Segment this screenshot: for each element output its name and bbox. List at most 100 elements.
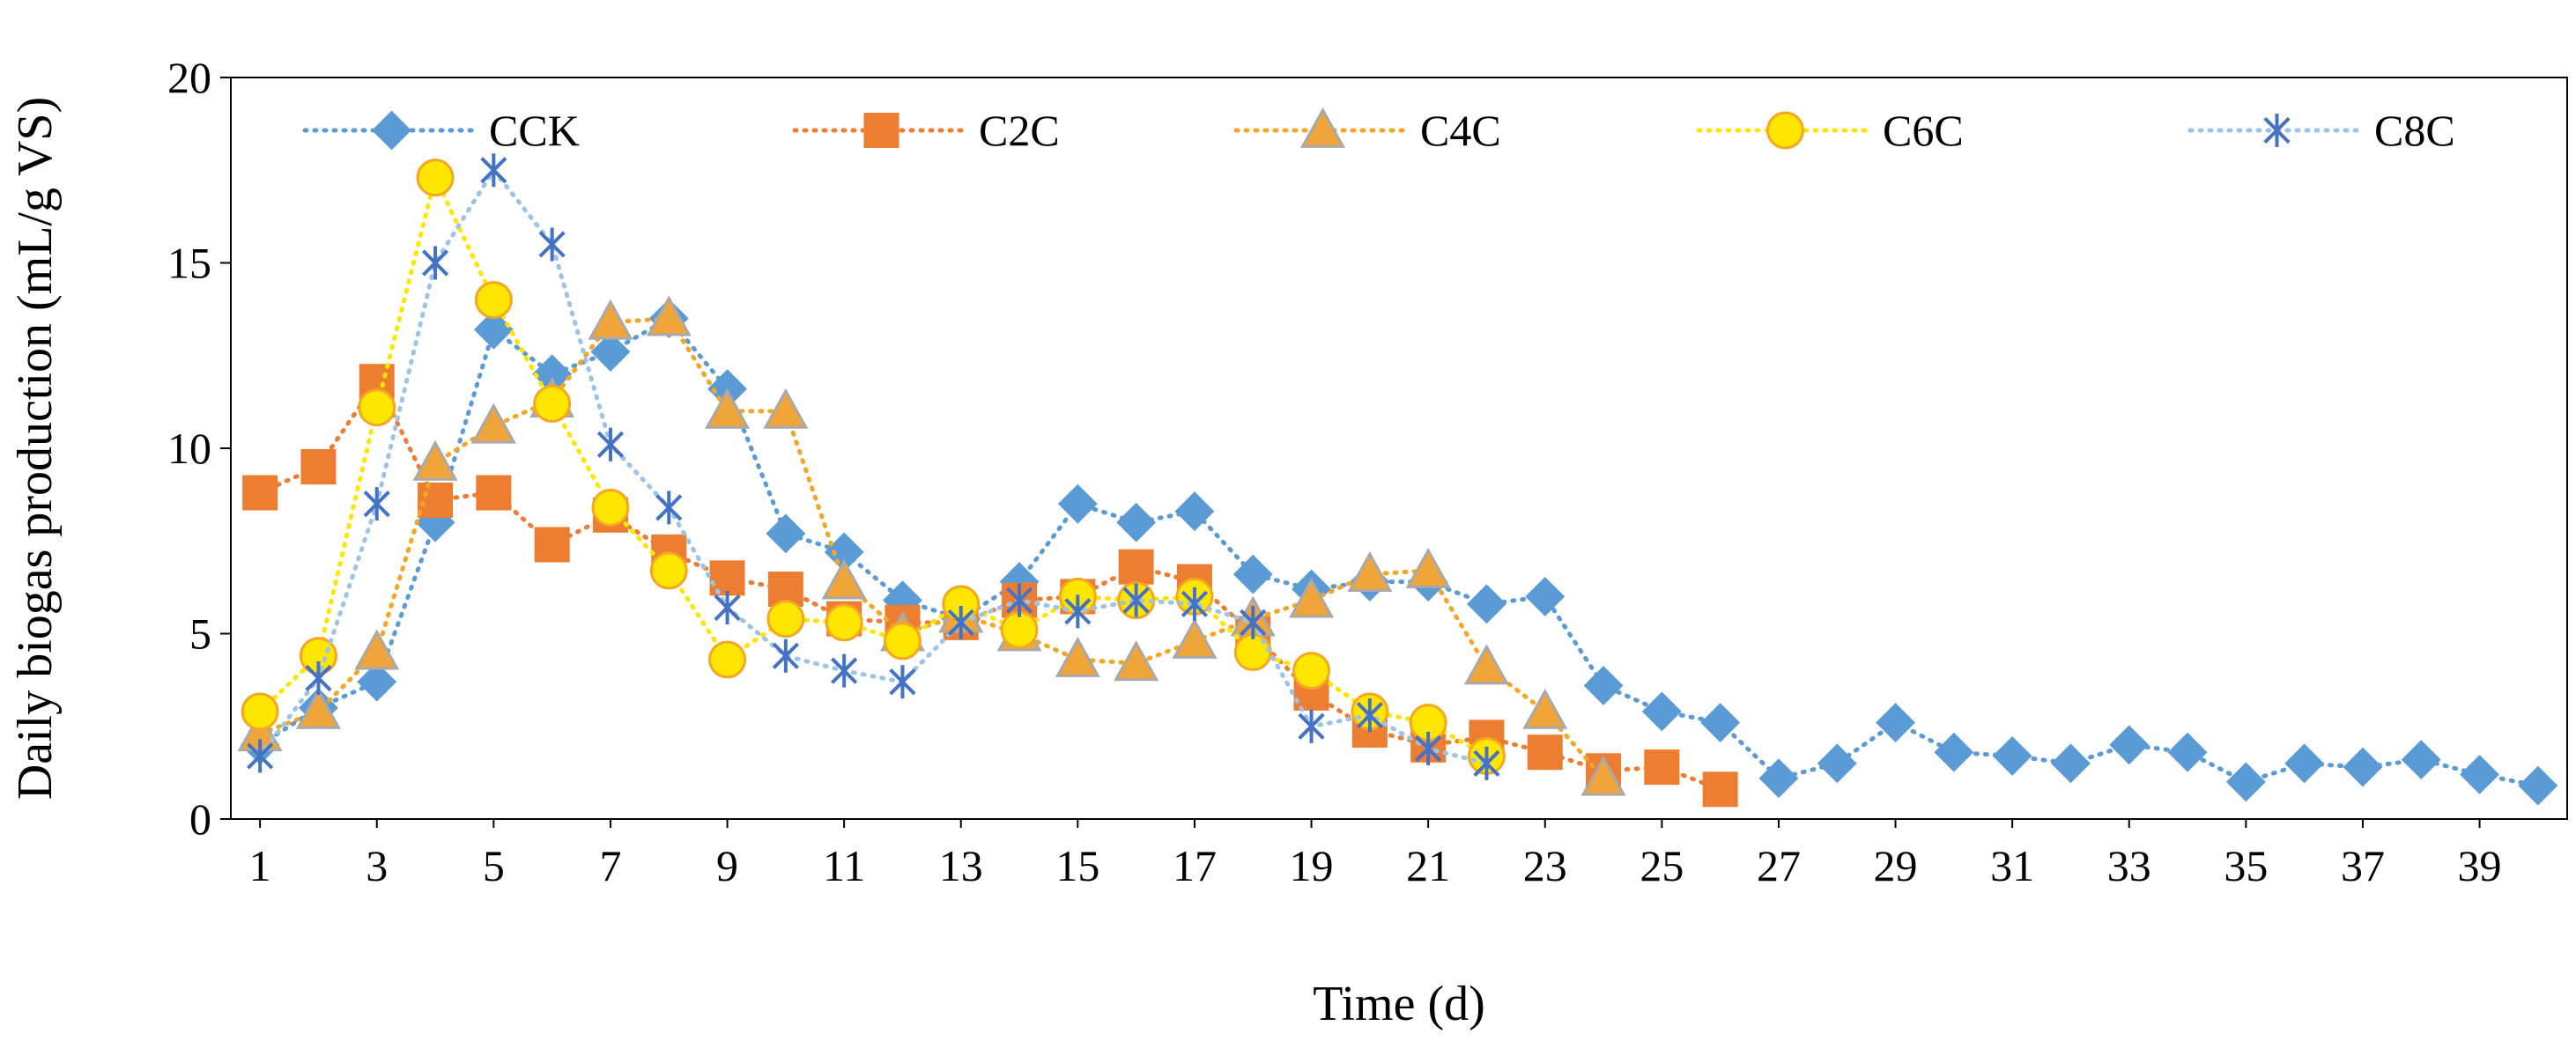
data-point-cck	[1583, 666, 1624, 705]
legend-marker-cck	[372, 110, 411, 151]
data-point-c8c	[947, 605, 974, 639]
x-tick-label: 27	[1757, 841, 1801, 890]
data-point-cck	[1876, 703, 1915, 742]
series-line-c6c	[257, 171, 1489, 758]
legend-marker-c8c	[2263, 114, 2291, 147]
x-tick-labels: 1 3 5 7 9 11 13 15 17 19 21 23 25 27 29 31 33 35 37 39	[249, 819, 2502, 890]
data-point-c4c	[1405, 547, 1451, 588]
series-c8c	[247, 153, 1500, 780]
data-point-c6c	[708, 640, 747, 679]
legend-entry-cck: CCK	[302, 106, 580, 155]
data-point-c4c	[705, 387, 751, 429]
data-point-c8c	[1064, 594, 1092, 629]
x-tick-label: 23	[1523, 841, 1567, 890]
data-point-cck	[2401, 740, 2441, 780]
data-point-c6c	[649, 551, 688, 590]
data-point-cck	[1525, 576, 1566, 616]
data-point-c8c	[247, 739, 274, 773]
legend-entry-c8c: C8C	[2187, 106, 2455, 155]
data-point-c8c	[655, 491, 683, 525]
data-point-c4c	[1522, 688, 1568, 729]
data-point-cck	[1992, 736, 2032, 776]
data-point-c8c	[772, 638, 799, 673]
data-point-cck	[1467, 584, 1506, 624]
data-point-c2c	[1644, 749, 1680, 786]
data-point-c8c	[1473, 746, 1500, 780]
data-point-c4c	[1347, 551, 1393, 593]
data-point-c6c	[825, 603, 863, 642]
data-point-c6c	[241, 692, 279, 731]
x-tick-label: 1	[249, 841, 271, 890]
y-tick-label: 10	[167, 424, 211, 473]
data-point-c4c	[1114, 640, 1159, 682]
data-point-c2c	[1702, 771, 1738, 808]
x-tick-label: 5	[483, 841, 505, 890]
y-tick-label: 15	[167, 239, 211, 288]
legend-marker-c4c	[1299, 107, 1346, 148]
x-tick-label: 7	[599, 841, 621, 890]
y-tick-label: 5	[189, 609, 211, 659]
data-point-c4c	[646, 295, 692, 336]
data-point-cck	[1057, 483, 1098, 524]
data-point-cck	[2225, 762, 2266, 802]
data-point-c2c	[300, 449, 337, 485]
data-point-cck	[2284, 743, 2325, 784]
data-point-c8c	[596, 427, 625, 461]
x-tick-label: 35	[2224, 841, 2268, 890]
data-point-cck	[1817, 743, 1857, 784]
legend-label-c4c: C4C	[1420, 106, 1501, 155]
x-tick-label: 39	[2458, 841, 2502, 890]
x-tick-label: 13	[939, 841, 983, 890]
data-point-c8c	[538, 227, 566, 262]
data-point-c8c	[1415, 732, 1442, 766]
data-point-c4c	[1289, 577, 1335, 618]
y-tick-label: 0	[189, 794, 211, 844]
data-point-c8c	[1181, 587, 1209, 621]
data-point-c6c	[358, 388, 396, 427]
data-point-c8c	[1356, 698, 1383, 733]
data-point-c8c	[889, 665, 916, 699]
data-point-cck	[1174, 491, 1215, 531]
x-axis-title: Time (d)	[1313, 977, 1485, 1031]
data-point-c8c	[363, 487, 390, 521]
data-point-c2c	[418, 482, 454, 518]
data-point-cck	[2167, 732, 2208, 772]
series-c4c	[237, 295, 1626, 796]
data-point-c8c	[305, 661, 332, 696]
data-point-c4c	[588, 299, 633, 340]
x-tick-label: 37	[2341, 841, 2385, 890]
legend-entry-c4c: C4C	[1233, 106, 1501, 155]
data-point-cck	[2343, 747, 2383, 787]
legend-label-c6c: C6C	[1883, 106, 1964, 155]
data-point-c2c	[1118, 549, 1154, 585]
data-point-cck	[2051, 743, 2091, 784]
y-tick-label: 20	[167, 53, 211, 102]
x-tick-label: 19	[1290, 841, 1334, 890]
y-axis-title: Daily biogas production (mL/g VS)	[8, 97, 63, 800]
legend-marker-c6c	[1766, 111, 1804, 150]
data-point-cck	[2109, 725, 2150, 765]
data-point-cck	[2460, 755, 2499, 794]
data-point-c8c	[1240, 605, 1267, 639]
legend-label-c8c: C8C	[2374, 106, 2455, 155]
data-point-c4c	[1055, 636, 1100, 677]
data-point-cck	[357, 661, 397, 702]
data-point-c8c	[831, 653, 858, 688]
data-point-cck	[1116, 502, 1157, 542]
x-tick-label: 29	[1874, 841, 1918, 890]
data-point-cck	[1700, 703, 1741, 742]
legend-marker-c2c	[863, 113, 899, 148]
data-point-c4c	[1463, 644, 1509, 685]
data-point-c4c	[1172, 617, 1218, 659]
series-line-c8c	[257, 166, 1489, 766]
data-point-c6c	[766, 600, 805, 638]
x-tick-label: 11	[823, 841, 865, 890]
data-point-c6c	[591, 488, 630, 527]
data-point-c8c	[1005, 583, 1033, 617]
data-point-c4c	[1580, 755, 1626, 796]
data-point-c8c	[1298, 709, 1325, 743]
series-layer	[237, 153, 2558, 808]
data-point-cck	[590, 332, 631, 372]
data-point-c6c	[533, 384, 572, 423]
data-point-c6c	[883, 622, 922, 661]
